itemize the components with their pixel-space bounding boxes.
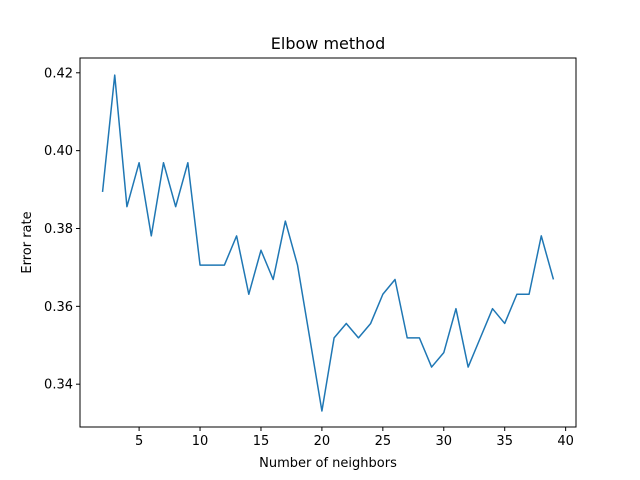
y-tick-label: 0.38 [44, 222, 73, 237]
x-axis-label: Number of neighbors [259, 456, 397, 471]
axes-frame [79, 57, 577, 428]
chart-title: Elbow method [271, 34, 385, 53]
y-tick-label: 0.40 [44, 144, 73, 159]
x-tick-label: 25 [375, 434, 392, 449]
y-axis: 0.34 0.36 0.38 0.40 0.42 [44, 66, 80, 393]
x-tick-label: 40 [557, 434, 574, 449]
y-tick-label: 0.42 [44, 66, 73, 81]
x-tick-label: 5 [135, 434, 143, 449]
x-tick-label: 30 [436, 434, 453, 449]
x-tick-label: 10 [192, 434, 209, 449]
x-tick-label: 35 [496, 434, 513, 449]
x-tick-label: 15 [253, 434, 270, 449]
x-tick-label: 20 [314, 434, 331, 449]
y-axis-label: Error rate [20, 211, 35, 273]
data-line-series-0 [101, 74, 555, 412]
y-tick-label: 0.36 [44, 300, 73, 315]
y-tick-label: 0.34 [44, 378, 73, 393]
x-axis: 5 10 15 20 25 30 35 40 [135, 427, 574, 449]
plot-area [101, 74, 555, 412]
